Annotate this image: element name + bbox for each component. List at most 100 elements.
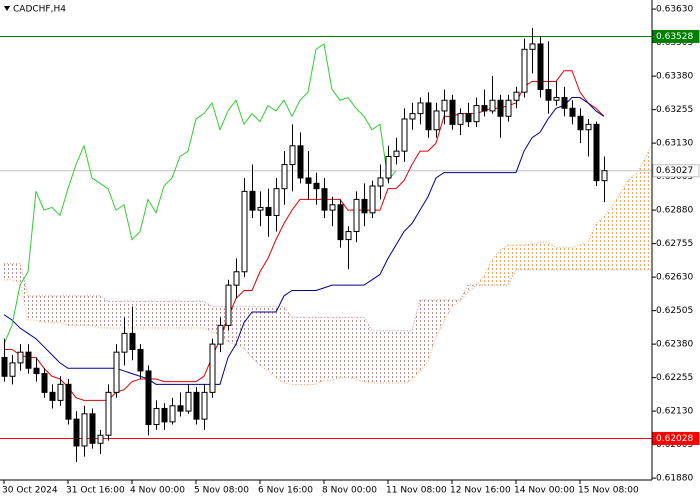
- y-tick-label: 0.63505: [656, 38, 693, 48]
- cloud-segment: [156, 301, 164, 329]
- y-tick-label: 0.63130: [656, 139, 693, 149]
- candle-body: [121, 332, 128, 353]
- candle-body: [537, 43, 544, 91]
- y-tick-label: 0.63630: [656, 5, 693, 15]
- candle-body: [337, 204, 344, 241]
- candle-body: [233, 271, 240, 286]
- candle-body: [385, 156, 392, 179]
- indicator-line: [4, 70, 605, 401]
- cloud-segment: [556, 247, 564, 270]
- candle-body: [289, 145, 296, 166]
- candle-body: [361, 198, 368, 214]
- cloud-segment: [596, 216, 604, 270]
- candle-body: [201, 391, 208, 420]
- cloud-segment: [340, 317, 348, 378]
- candle-body: [129, 332, 136, 350]
- candle-body: [305, 177, 312, 184]
- candle-body: [529, 43, 536, 50]
- x-tick-label: 30 Oct 2024: [2, 486, 58, 496]
- span-a-line: [4, 144, 652, 385]
- candle-body: [169, 405, 176, 423]
- x-tick-label: 5 Nov 08:00: [194, 486, 249, 496]
- candle-body: [57, 383, 64, 401]
- cloud-segment: [572, 244, 580, 270]
- candle-body: [257, 206, 264, 211]
- y-tick-label: 0.62255: [656, 373, 693, 383]
- cloud-segment: [388, 330, 396, 383]
- cloud-segment: [564, 247, 572, 270]
- y-tick-label: 0.62380: [656, 340, 693, 350]
- menu-icon: [4, 6, 10, 11]
- cloud-segment: [108, 301, 116, 329]
- span-b-line: [4, 263, 652, 332]
- cloud-segment: [36, 295, 44, 323]
- candle-body: [441, 99, 448, 112]
- cloud-segment: [52, 295, 60, 323]
- candle-body: [217, 324, 224, 345]
- candle-body: [449, 99, 456, 125]
- cloud-segment: [500, 244, 508, 286]
- cloud-segment: [364, 317, 372, 383]
- candle-body: [265, 206, 272, 216]
- cloud-segment: [380, 330, 388, 383]
- cloud-segment: [404, 330, 412, 383]
- cloud-segment: [332, 317, 340, 381]
- cloud-segment: [140, 301, 148, 329]
- x-tick-label: 12 Nov 16:00: [450, 486, 511, 496]
- candle-body: [377, 177, 384, 187]
- cloud-segment: [484, 259, 492, 286]
- cloud-segment: [148, 301, 156, 329]
- cloud-segment: [260, 306, 268, 371]
- x-tick-label: 6 Nov 16:00: [258, 486, 313, 496]
- candle-body: [417, 102, 424, 115]
- cloud-segment: [540, 242, 548, 270]
- candle-body: [497, 99, 504, 117]
- candle-body: [225, 284, 232, 326]
- y-tick-label: 0.62505: [656, 306, 693, 316]
- cloud-segment: [276, 306, 284, 383]
- candle-body: [409, 113, 416, 120]
- cloud-segment: [316, 317, 324, 385]
- level-box: [652, 29, 700, 43]
- cloud-segment: [300, 317, 308, 385]
- cloud-segment: [636, 160, 644, 270]
- candle-body: [321, 188, 328, 211]
- y-tick-label: 0.63380: [656, 72, 693, 82]
- candle-body: [345, 231, 352, 241]
- cloud-segment: [180, 301, 188, 329]
- candle-body: [601, 170, 608, 182]
- cloud-segment: [84, 295, 92, 326]
- candle-body: [153, 407, 160, 426]
- candle-body: [145, 370, 152, 426]
- cloud-segment: [620, 180, 628, 270]
- candle-body: [65, 383, 72, 420]
- level-label: 0.63027: [656, 166, 693, 176]
- cloud-segment: [492, 250, 500, 286]
- y-tick-label: 0.61880: [656, 474, 693, 484]
- candle-body: [393, 150, 400, 158]
- candle-body: [209, 343, 216, 393]
- cloud-segment: [44, 295, 52, 323]
- y-tick-label: 0.62630: [656, 273, 693, 283]
- cloud-segment: [356, 317, 364, 382]
- cloud-segment: [532, 242, 540, 270]
- y-tick-label: 0.62005: [656, 440, 693, 450]
- candle-body: [545, 89, 552, 101]
- cloud-segment: [428, 299, 436, 362]
- cloud-segment: [292, 317, 300, 385]
- candle-body: [33, 367, 40, 375]
- candle-body: [489, 99, 496, 112]
- candle-body: [113, 351, 120, 393]
- candle-body: [185, 391, 192, 412]
- candle-body: [297, 145, 304, 179]
- candle-body: [569, 107, 576, 117]
- y-tick-label: 0.62880: [656, 206, 693, 216]
- cloud-segment: [628, 173, 636, 270]
- cloud-segment: [60, 295, 68, 326]
- candle-body: [553, 97, 560, 101]
- cloud-segment: [268, 306, 276, 378]
- level-label: 0.62028: [656, 434, 693, 444]
- cloud-segment: [20, 263, 28, 320]
- cloud-segment: [68, 295, 76, 326]
